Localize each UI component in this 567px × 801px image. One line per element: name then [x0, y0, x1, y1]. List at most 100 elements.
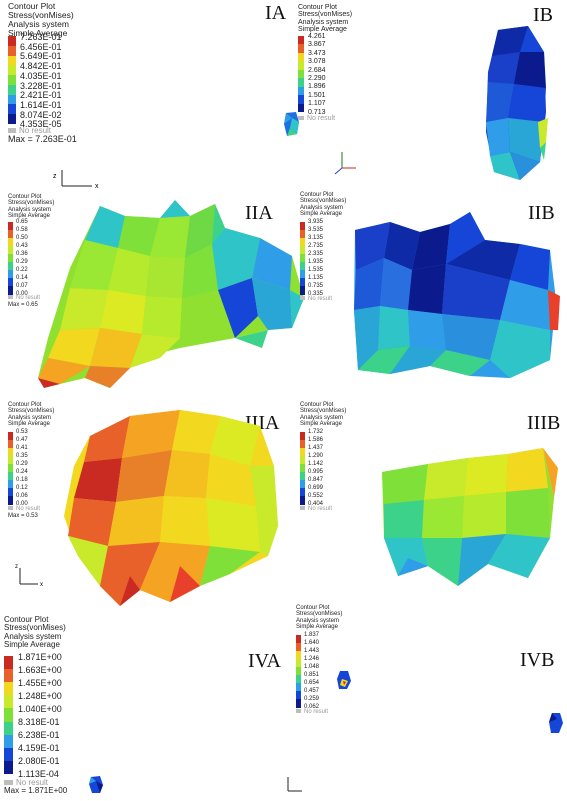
legend-iia: Contour Plot Stress(vonMises) Analysis s… — [8, 194, 88, 309]
legend-values: 0.53 0.47 0.41 0.35 0.29 0.24 0.18 0.12 … — [16, 429, 56, 507]
legend-subtitle: Stress(vonMises) — [8, 408, 55, 415]
color-scale-cell — [4, 695, 13, 709]
legend-values: 4.261 3.867 3.473 3.078 2.684 2.290 1.89… — [308, 33, 368, 116]
legend-iva: Contour Plot Stress(vonMises) Analysis s… — [4, 615, 134, 796]
color-scale-cell — [4, 734, 13, 749]
legend-value: 1.135 — [308, 275, 324, 281]
color-scale-bar — [300, 222, 305, 295]
legend-title: Contour Plot — [300, 402, 334, 408]
color-scale-cell — [296, 659, 301, 668]
color-scale-cell — [300, 278, 305, 287]
no-result-label: No result — [4, 778, 48, 787]
color-scale-cell — [8, 238, 13, 247]
color-scale-bar — [4, 656, 13, 775]
legend-value: 0.404 — [308, 501, 324, 507]
color-scale-cell — [300, 270, 305, 279]
legend-value: 8.318E-01 — [18, 717, 60, 727]
no-result-label: No result — [296, 709, 328, 715]
color-scale-cell — [298, 78, 304, 88]
color-scale-cell — [8, 286, 13, 295]
color-scale-cell — [296, 683, 301, 692]
legend-value: 4.261 — [308, 33, 326, 40]
legend-value: 0.22 — [16, 267, 28, 273]
no-result-swatch — [296, 709, 301, 714]
legend-value: 1.586 — [308, 437, 324, 443]
model-ia — [284, 112, 299, 136]
panel-label: IIA — [245, 202, 273, 224]
axis-x-label: x — [40, 582, 43, 588]
legend-title: Contour Plot — [296, 605, 330, 611]
legend-values: 0.65 0.58 0.50 0.43 0.36 0.29 0.22 0.14 … — [16, 219, 56, 297]
legend-values: 7.263E-01 6.456E-01 5.649E-01 4.842E-01 … — [20, 32, 120, 129]
legend-value: 0.47 — [16, 437, 28, 443]
legend-value: 0.457 — [304, 688, 320, 694]
legend-value: 1.455E+00 — [18, 678, 62, 688]
legend-value: 1.535 — [308, 267, 324, 273]
legend-value: 8.074E-02 — [20, 109, 62, 120]
legend-value: 3.535 — [308, 227, 324, 233]
legend-subtitle: Stress(vonMises) — [300, 198, 347, 205]
legend-value: 0.06 — [16, 493, 28, 499]
panel-iiia: Contour Plot Stress(vonMises) Analysis s… — [0, 400, 290, 610]
color-scale-cell — [8, 496, 13, 505]
no-result-swatch — [300, 296, 305, 301]
no-result-swatch — [300, 506, 305, 511]
max-value: Max = 7.263E-01 — [8, 134, 77, 144]
no-result-swatch — [8, 295, 13, 300]
legend-system: Analysis system — [298, 18, 349, 26]
color-scale-cell — [8, 36, 16, 47]
legend-value: 2.335 — [308, 251, 324, 257]
color-scale-cell — [298, 61, 304, 71]
color-scale-cell — [300, 464, 305, 473]
no-result-label: No result — [298, 115, 335, 122]
legend-iiia: Contour Plot Stress(vonMises) Analysis s… — [8, 402, 88, 519]
color-scale-cell — [8, 448, 13, 457]
color-scale-bar — [8, 36, 16, 125]
legend-value: 0.00 — [16, 291, 28, 297]
color-scale-cell — [298, 52, 304, 62]
legend-average: Simple Average — [8, 212, 50, 219]
color-scale-cell — [298, 44, 304, 54]
no-result-swatch — [4, 780, 13, 786]
color-scale-cell — [300, 254, 305, 263]
legend-value: 1.871E+00 — [18, 652, 62, 662]
legend-value: 0.259 — [304, 696, 320, 702]
color-scale-cell — [4, 656, 13, 670]
legend-average: Simple Average — [4, 640, 60, 650]
color-scale-cell — [296, 651, 301, 660]
legend-average: Simple Average — [296, 623, 338, 630]
color-scale-cell — [300, 262, 305, 271]
legend-system: Analysis system — [8, 414, 52, 421]
color-scale-cell — [296, 635, 301, 644]
legend-value: 0.29 — [16, 461, 28, 467]
legend-system: Analysis system — [4, 631, 62, 641]
legend-system: Analysis system — [8, 206, 52, 213]
color-scale-cell — [8, 432, 13, 441]
no-result-label: No result — [8, 295, 40, 301]
legend-value: 1.107 — [308, 100, 326, 108]
legend-value: 6.456E-01 — [20, 41, 62, 52]
model-iib — [354, 212, 560, 378]
legend-value: 3.867 — [308, 41, 326, 49]
color-scale-cell — [8, 254, 13, 263]
color-scale-cell — [8, 55, 16, 66]
no-result-swatch — [8, 128, 16, 134]
legend-value: 0.713 — [308, 108, 326, 116]
color-scale-cell — [296, 643, 301, 652]
panel-label: IVB — [520, 649, 555, 671]
legend-value: 4.159E-01 — [18, 743, 60, 753]
legend-value: 0.18 — [16, 477, 28, 483]
legend-system: Analysis system — [8, 18, 69, 29]
panel-label: IB — [533, 4, 553, 26]
legend-value: 6.238E-01 — [18, 730, 60, 740]
panel-label: IA — [265, 2, 287, 24]
legend-title: Contour Plot — [8, 402, 42, 408]
legend-ivb: Contour Plot Stress(vonMises) Analysis s… — [296, 605, 376, 715]
legend-value: 3.228E-01 — [20, 80, 62, 91]
legend-subtitle: Stress(vonMises) — [300, 408, 347, 415]
legend-value: 0.14 — [16, 275, 28, 281]
legend-value: 0.65 — [16, 219, 28, 225]
legend-average: Simple Average — [8, 420, 50, 427]
legend-value: 1.040E+00 — [18, 704, 62, 714]
model-ivb — [549, 713, 563, 733]
